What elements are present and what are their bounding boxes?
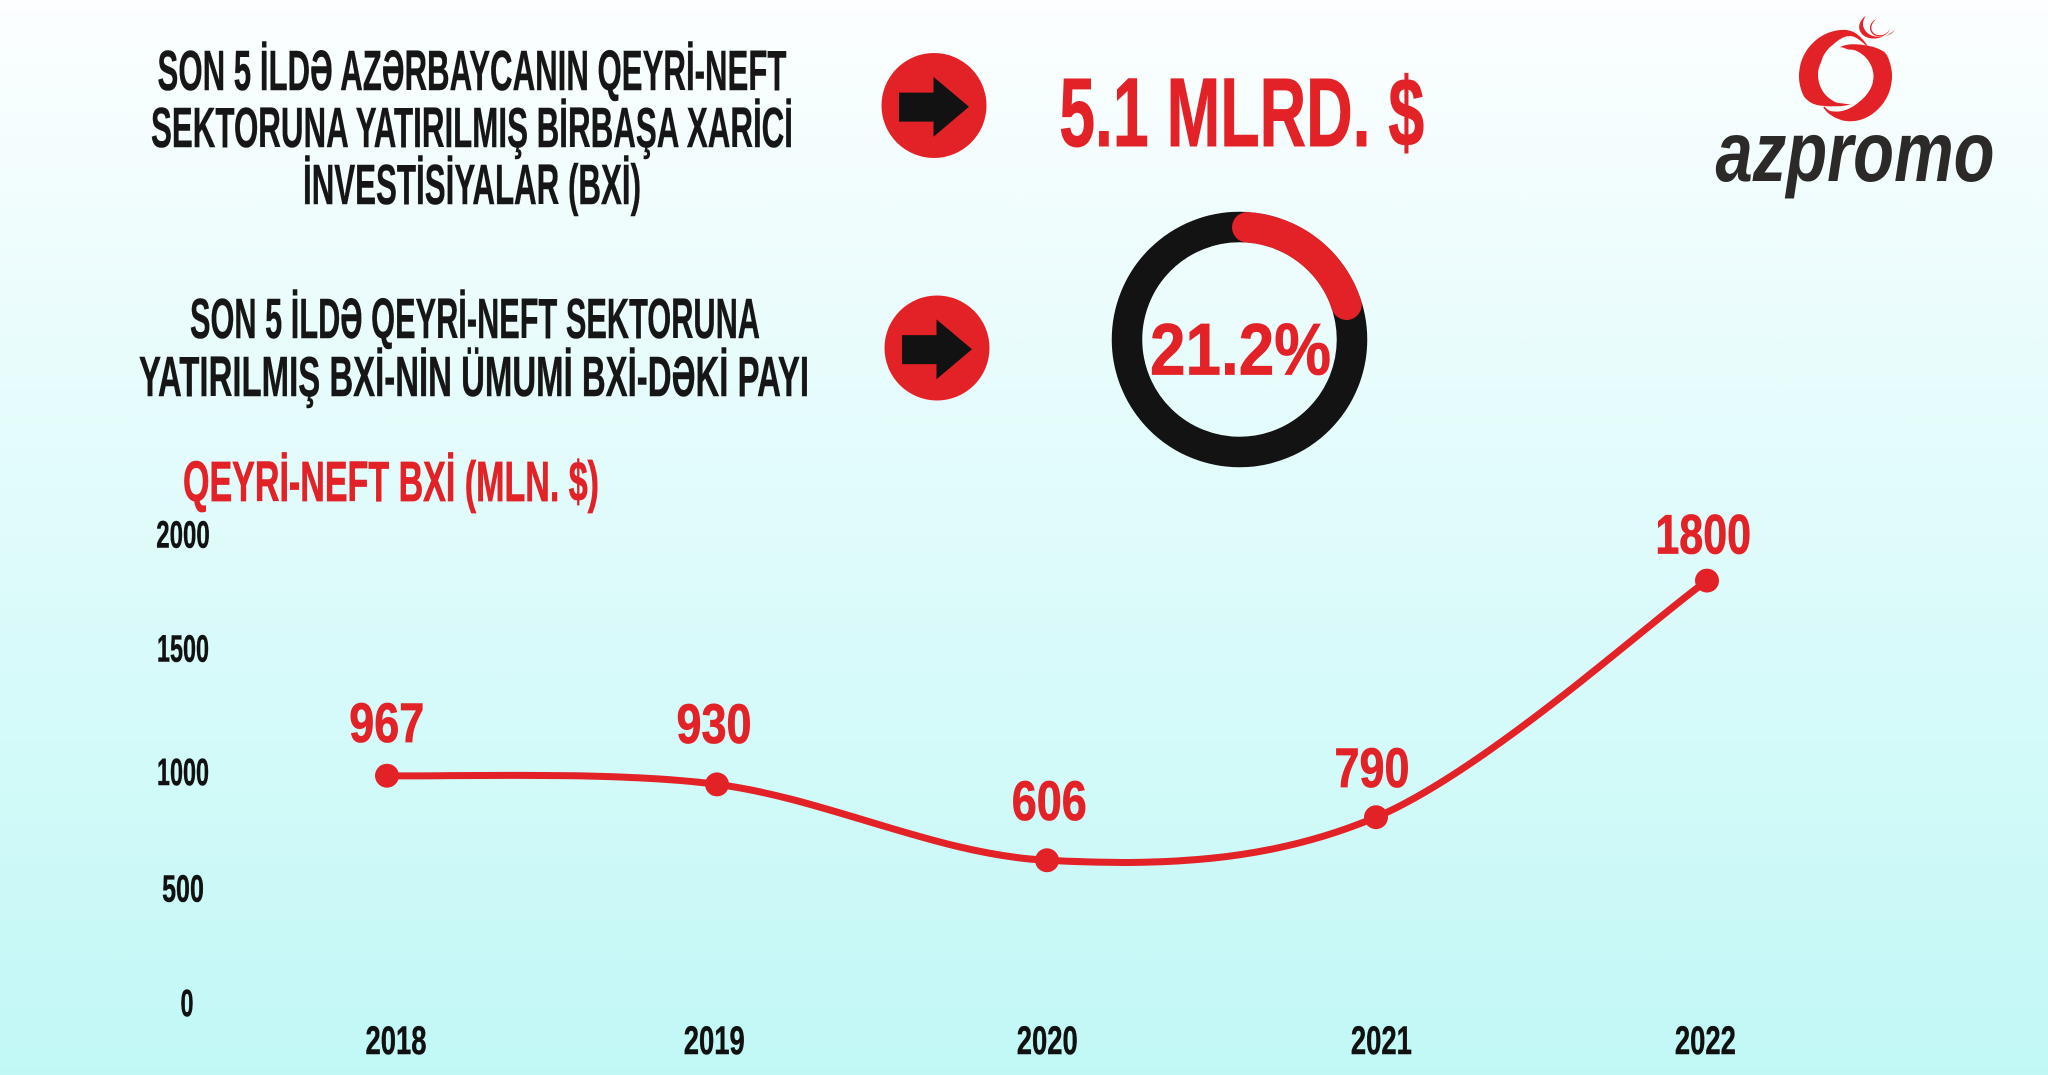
svg-text:azpromo: azpromo	[1716, 105, 1995, 200]
svg-text:1000: 1000	[157, 752, 209, 794]
svg-text:500: 500	[162, 869, 204, 911]
svg-text:1800: 1800	[1655, 503, 1751, 566]
svg-text:SEKTORUNA YATIRILMIŞ BİRBAŞA X: SEKTORUNA YATIRILMIŞ BİRBAŞA XARİCİ	[151, 96, 793, 160]
svg-text:790: 790	[1335, 736, 1410, 799]
svg-text:2019: 2019	[684, 1019, 745, 1063]
svg-text:2022: 2022	[1675, 1019, 1736, 1063]
svg-text:YATIRILMIŞ BXİ-NİN ÜMUMİ BXİ-D: YATIRILMIŞ BXİ-NİN ÜMUMİ BXİ-DƏKİ PAYI	[139, 345, 809, 409]
svg-text:0: 0	[181, 983, 194, 1025]
svg-text:2020: 2020	[1017, 1019, 1078, 1063]
svg-text:1500: 1500	[157, 629, 209, 671]
svg-text:SON 5 İLDƏ QEYRİ-NEFT SEKTORUN: SON 5 İLDƏ QEYRİ-NEFT SEKTORUNA	[190, 287, 760, 351]
svg-text:İNVESTİSİYALAR (BXİ): İNVESTİSİYALAR (BXİ)	[303, 153, 641, 217]
svg-text:21.2%: 21.2%	[1150, 309, 1331, 390]
svg-text:2000: 2000	[156, 514, 210, 556]
svg-text:QEYRİ-NEFT BXİ (MLN. $): QEYRİ-NEFT BXİ (MLN. $)	[183, 450, 599, 514]
svg-text:930: 930	[677, 692, 752, 755]
svg-text:SON 5 İLDƏ AZƏRBAYCANIN QEYRİ-: SON 5 İLDƏ AZƏRBAYCANIN QEYRİ-NEFT	[158, 39, 787, 103]
svg-text:2018: 2018	[366, 1019, 427, 1063]
svg-text:606: 606	[1012, 769, 1087, 832]
svg-text:5.1 MLRD. $: 5.1 MLRD. $	[1059, 58, 1424, 167]
svg-text:967: 967	[349, 691, 424, 754]
svg-text:2021: 2021	[1351, 1019, 1412, 1063]
